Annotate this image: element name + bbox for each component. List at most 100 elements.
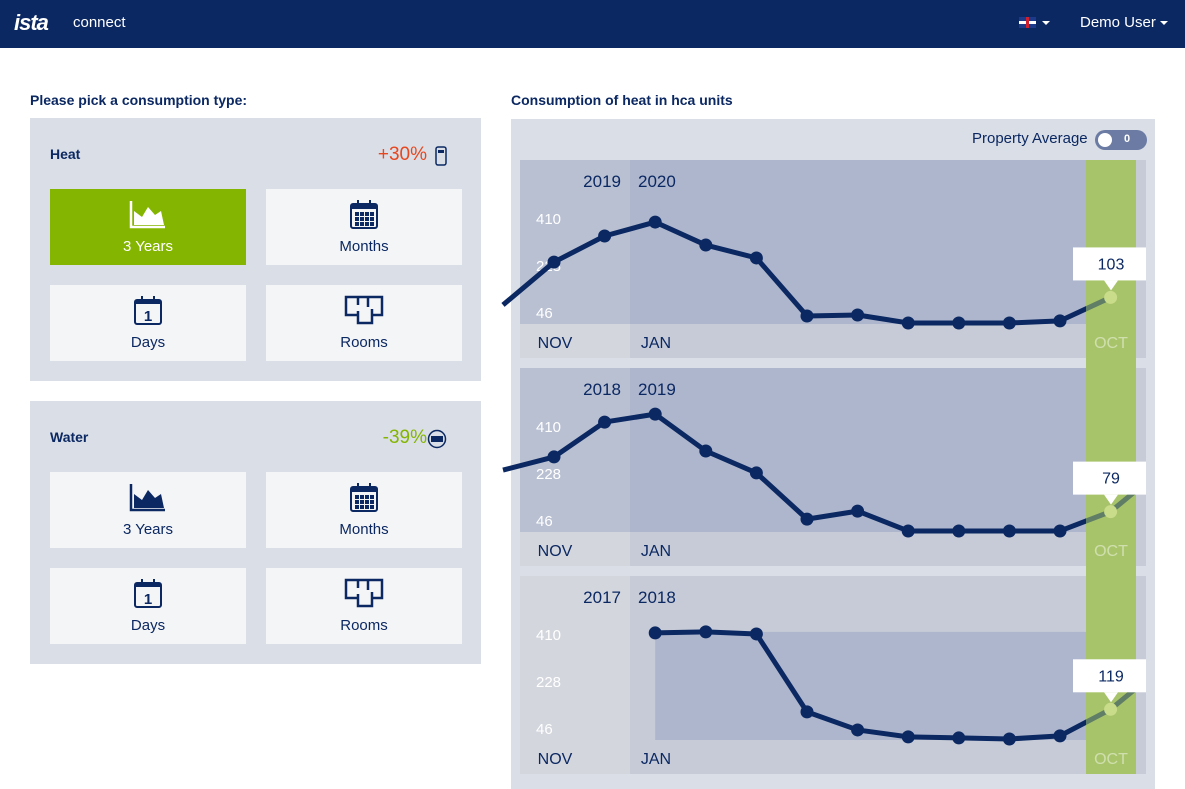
data-point [851, 504, 865, 518]
water-days-button[interactable]: 1 Days [50, 568, 246, 644]
value-tooltip [1073, 247, 1146, 281]
uk-flag-icon[interactable] [1019, 17, 1036, 28]
consumption-card-water: Water -39% 3 Years Months 1 Days Rooms [30, 401, 481, 664]
data-point [648, 407, 662, 421]
consumption-line [502, 411, 1060, 534]
app-name: connect [73, 14, 126, 31]
previous-year-band [520, 368, 630, 566]
data-point [851, 308, 865, 322]
card-title: Heat [50, 146, 81, 162]
data-point [699, 444, 713, 458]
data-point [901, 730, 915, 744]
data-point [800, 512, 814, 526]
property-average-toggle[interactable]: 0 [1095, 130, 1147, 150]
data-point [648, 215, 662, 229]
area-chart-icon [50, 482, 246, 512]
data-point [699, 625, 713, 639]
data-point [851, 723, 865, 737]
button-label: Rooms [340, 334, 388, 351]
data-point [1053, 524, 1067, 538]
heat-rooms-button[interactable]: Rooms [266, 285, 462, 361]
x-tick-label: JAN [641, 543, 671, 560]
year-label: 2020 [638, 172, 676, 191]
y-tick-label: 46 [536, 721, 553, 738]
value-tooltip [1073, 461, 1146, 495]
button-label: 3 Years [122, 238, 174, 255]
svg-text:1: 1 [144, 591, 152, 608]
y-tick-label: 46 [536, 513, 553, 530]
button-label: Days [130, 617, 166, 634]
consumption-area [520, 160, 1111, 324]
data-point [952, 524, 966, 538]
data-point [1053, 314, 1067, 328]
heat-cost-allocator-icon [435, 146, 447, 171]
water-months-button[interactable]: Months [266, 472, 462, 548]
y-tick-label: 228 [536, 674, 561, 691]
heat-3-years-button[interactable]: 3 Years [50, 189, 246, 265]
tooltip-value: 119 [1098, 668, 1124, 685]
tooltip-pointer [1104, 280, 1118, 291]
previous-year-band [520, 160, 630, 358]
button-label: 3 Years [122, 521, 174, 538]
data-point [749, 466, 763, 480]
chart-title: Consumption of heat in hca units [511, 92, 733, 108]
data-point [1053, 729, 1067, 743]
data-point [749, 251, 763, 265]
card-title: Water [50, 429, 89, 445]
day-calendar-icon: 1 [50, 295, 246, 325]
year-label: 2018 [638, 588, 676, 607]
consumption-area [655, 631, 1111, 740]
y-tick-label: 46 [536, 305, 553, 322]
previous-year-band [520, 576, 630, 774]
value-tooltip [1073, 659, 1146, 693]
user-name: Demo User [1080, 14, 1156, 31]
year-label: 2019 [583, 172, 621, 191]
data-point [901, 524, 915, 538]
data-point [1002, 732, 1016, 746]
consumption-card-heat: Heat +30% 3 Years Months 1 Days Rooms [30, 118, 481, 381]
year-label: 2019 [638, 380, 676, 399]
top-navbar: ista connect Demo User [0, 0, 1185, 48]
data-point [800, 309, 814, 323]
tooltip-value: 79 [1102, 471, 1120, 488]
data-point [901, 316, 915, 330]
x-tick-label: NOV [538, 335, 573, 352]
heat-days-button[interactable]: 1 Days [50, 285, 246, 361]
heat-months-button[interactable]: Months [266, 189, 462, 265]
y-tick-label: 410 [536, 419, 561, 436]
calendar-icon [266, 199, 462, 229]
button-label: Months [339, 238, 389, 255]
data-point [598, 415, 612, 429]
change-percent: -39% [382, 427, 427, 448]
data-point [547, 450, 561, 464]
data-point [547, 255, 561, 269]
year-label: 2017 [583, 588, 621, 607]
water-rooms-button[interactable]: Rooms [266, 568, 462, 644]
data-point [749, 627, 763, 641]
user-menu[interactable]: Demo User [1080, 14, 1169, 31]
area-chart-icon [50, 199, 246, 229]
water-3-years-button[interactable]: 3 Years [50, 472, 246, 548]
tooltip-pointer [1104, 692, 1118, 703]
y-tick-label: 410 [536, 627, 561, 644]
y-tick-label: 410 [536, 211, 561, 228]
property-average-label: Property Average [972, 130, 1088, 147]
data-point [1002, 316, 1016, 330]
x-tick-label: NOV [538, 751, 573, 768]
current-data-point [1104, 505, 1118, 519]
x-tick-label: JAN [641, 335, 671, 352]
year-label: 2018 [583, 380, 621, 399]
chevron-down-icon[interactable] [1042, 21, 1050, 25]
calendar-icon [266, 482, 462, 512]
toggle-knob [1098, 133, 1112, 147]
ista-logo[interactable]: ista [14, 10, 49, 35]
button-label: Days [130, 334, 166, 351]
change-percent: +30% [377, 144, 427, 165]
button-label: Rooms [340, 617, 388, 634]
consumption-line [501, 219, 1061, 326]
data-point [598, 229, 612, 243]
data-point [1002, 524, 1016, 538]
data-point [699, 238, 713, 252]
water-meter-icon [427, 429, 447, 454]
toggle-value: 0 [1124, 133, 1131, 145]
